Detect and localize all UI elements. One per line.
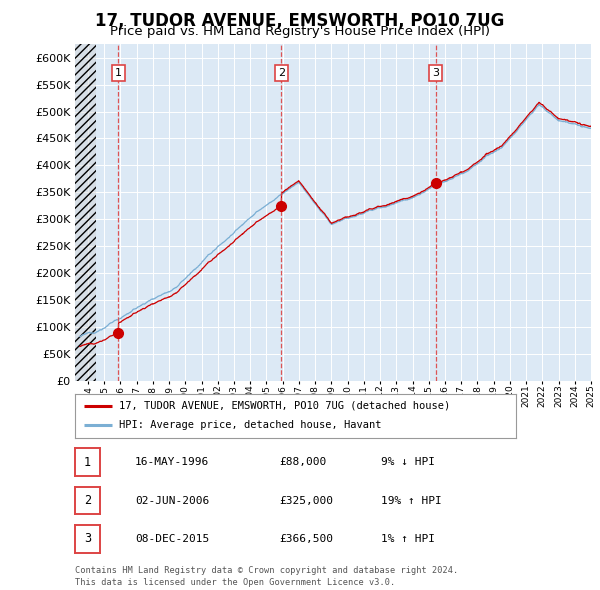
Text: 2: 2 [84,494,91,507]
Text: 16-MAY-1996: 16-MAY-1996 [135,457,209,467]
Text: 3: 3 [432,68,439,78]
Text: £325,000: £325,000 [279,496,333,506]
Bar [75,44,96,381]
Text: 02-JUN-2006: 02-JUN-2006 [135,496,209,506]
Bar [75,44,96,381]
Text: 17, TUDOR AVENUE, EMSWORTH, PO10 7UG (detached house): 17, TUDOR AVENUE, EMSWORTH, PO10 7UG (de… [119,401,451,411]
Text: 9% ↓ HPI: 9% ↓ HPI [381,457,435,467]
Text: 17, TUDOR AVENUE, EMSWORTH, PO10 7UG: 17, TUDOR AVENUE, EMSWORTH, PO10 7UG [95,12,505,30]
Text: £366,500: £366,500 [279,534,333,544]
Text: 1% ↑ HPI: 1% ↑ HPI [381,534,435,544]
Text: £88,000: £88,000 [279,457,326,467]
Text: 1: 1 [84,455,91,469]
Text: 19% ↑ HPI: 19% ↑ HPI [381,496,442,506]
Text: 3: 3 [84,532,91,546]
Text: 1: 1 [115,68,122,78]
Text: HPI: Average price, detached house, Havant: HPI: Average price, detached house, Hava… [119,421,382,430]
Text: 08-DEC-2015: 08-DEC-2015 [135,534,209,544]
Text: Contains HM Land Registry data © Crown copyright and database right 2024.
This d: Contains HM Land Registry data © Crown c… [75,566,458,587]
Text: 2: 2 [278,68,285,78]
Text: Price paid vs. HM Land Registry's House Price Index (HPI): Price paid vs. HM Land Registry's House … [110,25,490,38]
